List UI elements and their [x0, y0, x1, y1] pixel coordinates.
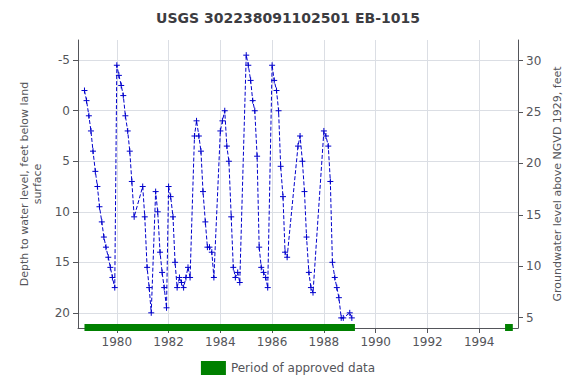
- svg-text:Depth to water level, feet bel: Depth to water level, feet below land: [18, 82, 31, 287]
- svg-text:1986: 1986: [257, 335, 288, 349]
- svg-text:1980: 1980: [102, 335, 133, 349]
- svg-text:25: 25: [526, 105, 541, 119]
- svg-text:1994: 1994: [464, 335, 495, 349]
- svg-text:-5: -5: [58, 53, 70, 67]
- svg-text:Period of approved data: Period of approved data: [231, 361, 375, 375]
- svg-text:1990: 1990: [360, 335, 391, 349]
- svg-text:surface: surface: [31, 163, 44, 204]
- svg-text:USGS 302238091102501 EB-1015: USGS 302238091102501 EB-1015: [156, 10, 420, 26]
- svg-text:10: 10: [526, 259, 541, 273]
- svg-text:1984: 1984: [205, 335, 236, 349]
- svg-text:5: 5: [526, 311, 534, 325]
- svg-text:1992: 1992: [412, 335, 443, 349]
- svg-text:1982: 1982: [153, 335, 184, 349]
- svg-text:5: 5: [62, 154, 70, 168]
- svg-text:Groundwater level above NGVD 1: Groundwater level above NGVD 1929, feet: [551, 66, 564, 302]
- svg-text:10: 10: [55, 205, 70, 219]
- svg-text:20: 20: [526, 156, 541, 170]
- svg-text:1988: 1988: [309, 335, 340, 349]
- svg-text:0: 0: [62, 104, 70, 118]
- svg-text:20: 20: [55, 306, 70, 320]
- svg-text:15: 15: [526, 208, 541, 222]
- svg-text:30: 30: [526, 54, 541, 68]
- svg-text:15: 15: [55, 255, 70, 269]
